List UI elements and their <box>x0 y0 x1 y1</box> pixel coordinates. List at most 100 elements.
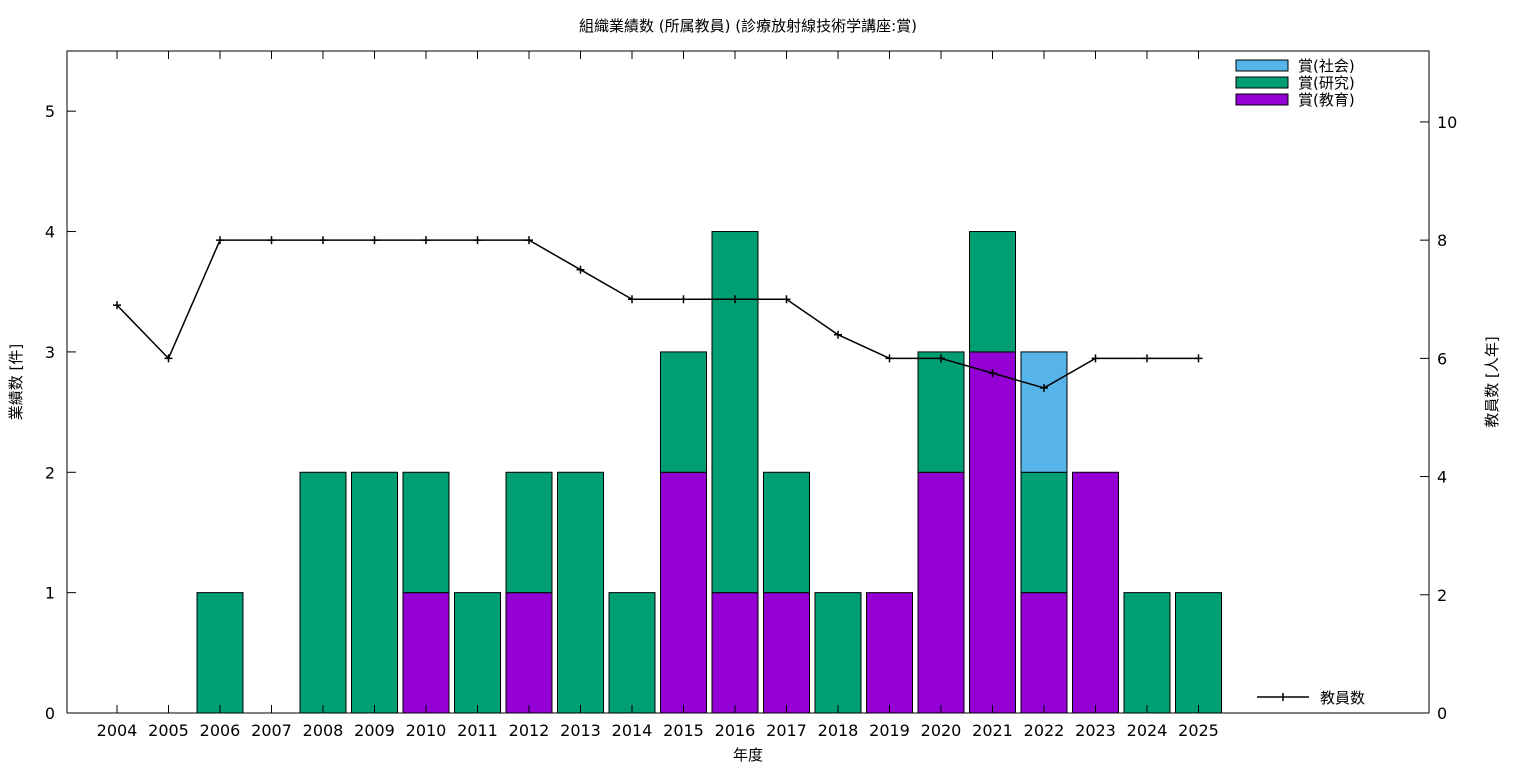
legend-swatch-1 <box>1235 76 1289 89</box>
bar-2021-series-1 <box>969 231 1016 353</box>
x-tick-label-2023: 2023 <box>1075 721 1116 740</box>
x-tick-label-2024: 2024 <box>1127 721 1168 740</box>
line-point-2022 <box>1040 383 1048 392</box>
x-tick-label-2013: 2013 <box>560 721 601 740</box>
line-point-2008 <box>319 236 327 245</box>
bar-2022-series-0 <box>1020 592 1068 714</box>
y-tick-label-4: 4 <box>45 223 55 242</box>
x-tick-label-2021: 2021 <box>972 721 1013 740</box>
legend-swatch-2 <box>1235 93 1289 106</box>
x-tick-label-2019: 2019 <box>869 721 910 740</box>
line-point-2024 <box>1143 354 1151 363</box>
bar-2015-series-1 <box>660 351 707 473</box>
y2-tick-label-8: 8 <box>1437 231 1447 250</box>
x-tick-label-2009: 2009 <box>354 721 395 740</box>
line-point-2013 <box>576 265 585 274</box>
legend-swatch-0 <box>1235 59 1289 72</box>
y2-tick-label-10: 10 <box>1437 113 1457 132</box>
line-point-2018 <box>834 330 842 339</box>
bar-2016-series-1 <box>711 231 759 594</box>
y2-tick-label-0: 0 <box>1437 704 1447 723</box>
x-tick-label-2025: 2025 <box>1178 721 1219 740</box>
x-tick-label-2005: 2005 <box>148 721 189 740</box>
bar-2012-series-1 <box>505 471 553 594</box>
bar-2014-series-1 <box>608 592 656 714</box>
legend-label-2: 賞(教育) <box>1298 91 1355 109</box>
y2-tick-label-4: 4 <box>1437 468 1447 487</box>
x-tick-label-2018: 2018 <box>818 721 859 740</box>
legend-line-label: 教員数 <box>1320 689 1365 707</box>
bars-group <box>196 231 1222 714</box>
bar-2006-series-1 <box>196 592 244 714</box>
bar-2023-series-0 <box>1072 471 1119 714</box>
y-tick-label-2: 2 <box>45 463 55 482</box>
bar-2024-series-1 <box>1123 592 1171 714</box>
line-point-2006 <box>216 236 224 245</box>
bar-2019-series-0 <box>866 592 913 714</box>
y-tick-label-5: 5 <box>45 102 55 121</box>
line-point-2005 <box>164 354 173 363</box>
bar-2018-series-1 <box>814 592 862 714</box>
bar-2010-series-0 <box>402 592 450 714</box>
x-tick-label-2004: 2004 <box>97 721 138 740</box>
y-axis-title: 業績数 [件] <box>7 344 25 420</box>
line-point-2020 <box>937 354 945 363</box>
line-group <box>113 236 1203 392</box>
bar-2022-series-2 <box>1020 351 1068 473</box>
y2-tick-label-6: 6 <box>1437 349 1447 368</box>
legend: 賞(社会)賞(研究)賞(教育) 教員数 <box>1235 57 1365 707</box>
y2-tick-label-2: 2 <box>1437 586 1447 605</box>
x-axis-title: 年度 <box>733 746 763 764</box>
x-tick-label-2016: 2016 <box>715 721 756 740</box>
x-tick-label-2022: 2022 <box>1024 721 1065 740</box>
x-tick-label-2017: 2017 <box>766 721 807 740</box>
ticks-group <box>67 51 1429 714</box>
bar-2021-series-0 <box>969 351 1016 714</box>
chart-title: 組織業績数 (所属教員) (診療放射線技術学講座:賞) <box>579 17 917 35</box>
x-tick-label-2010: 2010 <box>406 721 447 740</box>
line-teacher-count <box>116 239 1199 389</box>
line-point-2015 <box>679 295 688 304</box>
bar-2010-series-1 <box>402 471 450 594</box>
x-tick-label-2008: 2008 <box>303 721 344 740</box>
bar-2020-series-0 <box>917 471 965 714</box>
bar-2008-series-1 <box>299 471 347 714</box>
line-point-2004 <box>113 301 121 310</box>
bar-2022-series-1 <box>1020 471 1068 594</box>
y-tick-label-0: 0 <box>45 704 55 723</box>
line-point-2014 <box>628 295 636 304</box>
line-point-2025 <box>1194 354 1203 363</box>
bar-2025-series-1 <box>1175 592 1222 714</box>
line-point-2023 <box>1091 354 1100 363</box>
legend-label-1: 賞(研究) <box>1298 74 1355 92</box>
x-tick-label-2007: 2007 <box>251 721 292 740</box>
plot-frame <box>66 50 1430 714</box>
bar-2016-series-0 <box>711 592 759 714</box>
bar-2017-series-0 <box>763 592 810 714</box>
labels-group: 0 1 2 3 4 5 0 2 4 6 8 10 2004 2005 2006 2007 2008 2009 201… <box>45 102 1458 740</box>
line-point-2019 <box>885 354 894 363</box>
bar-2017-series-1 <box>763 471 810 594</box>
line-point-2017 <box>782 295 791 304</box>
x-tick-label-2014: 2014 <box>612 721 653 740</box>
x-tick-label-2006: 2006 <box>200 721 241 740</box>
line-point-2010 <box>422 236 430 245</box>
x-tick-label-2015: 2015 <box>663 721 704 740</box>
legend-label-0: 賞(社会) <box>1298 57 1355 75</box>
y-tick-label-1: 1 <box>45 584 55 603</box>
bar-2020-series-1 <box>917 351 965 473</box>
legend-line-item: 教員数 <box>1257 689 1365 707</box>
line-point-2011 <box>473 236 482 245</box>
bar-2015-series-0 <box>660 471 707 714</box>
line-point-2009 <box>370 236 379 245</box>
line-point-2012 <box>525 236 533 245</box>
line-point-2016 <box>731 295 739 304</box>
bar-2012-series-0 <box>505 592 553 714</box>
x-tick-label-2020: 2020 <box>921 721 962 740</box>
line-point-2021 <box>988 369 997 378</box>
bar-2009-series-1 <box>351 471 398 714</box>
x-tick-label-2011: 2011 <box>457 721 498 740</box>
y2-axis-title: 教員数 [人年] <box>1483 336 1501 427</box>
x-tick-label-2012: 2012 <box>509 721 550 740</box>
